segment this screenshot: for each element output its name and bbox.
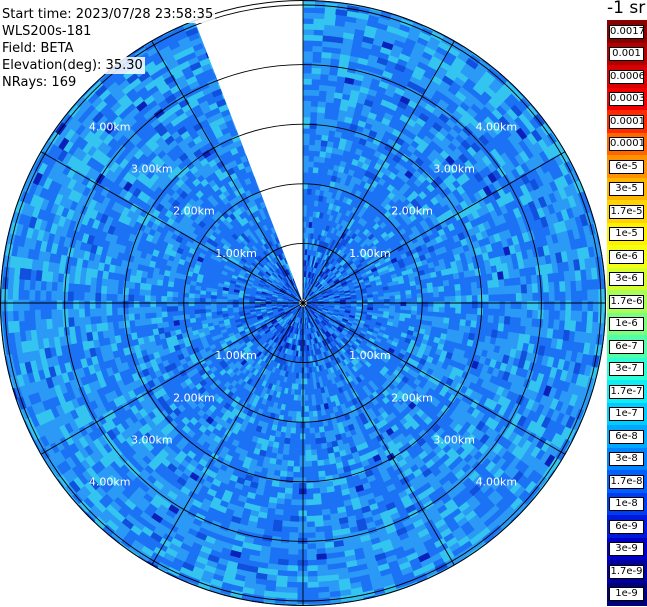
range-label: 3.00km: [433, 433, 475, 446]
colorbar-tick-label: 0.0017: [609, 24, 644, 39]
range-label: 5.00km: [47, 518, 89, 531]
colorbar-tick-label: 3e-8: [609, 452, 644, 466]
scan-info-panel: Start time: 2023/07/28 23:58:35 WLS200s-…: [0, 6, 216, 91]
range-labels: 1.00km 1.00km 1.00km 1.00km 2.00km 2.00km 2.00…: [47, 78, 560, 530]
range-label: 5.00km: [518, 518, 560, 531]
colorbar-tick-label: 3e-5: [609, 182, 644, 196]
colorbar-tick-label: 0.00017: [609, 114, 644, 129]
colorbar: 0.0017 0.001 0.0006 0.0003 0.00017 0.0001 6e-5…: [607, 20, 647, 607]
nrays-text: NRays: 169: [0, 74, 79, 91]
range-label: 4.00km: [476, 120, 518, 133]
field-text: Field: BETA: [0, 40, 76, 57]
range-label: 1.00km: [215, 349, 257, 362]
range-label: 5.00km: [518, 78, 560, 91]
colorbar-tick-label: 3e-7: [609, 362, 644, 376]
range-label: 1.00km: [349, 247, 391, 260]
range-label: 2.00km: [391, 391, 433, 404]
range-label: 3.00km: [131, 163, 173, 176]
colorbar-tick-label: 3e-9: [609, 542, 644, 556]
range-azimuth-grid: [0, 0, 606, 606]
range-label: 2.00km: [173, 205, 215, 218]
colorbar-tick-label: 3e-6: [609, 272, 644, 286]
radar-origin-marker: [298, 298, 308, 308]
range-label: 4.00km: [89, 120, 131, 133]
colorbar-tick-label: 0.001: [609, 47, 644, 61]
instrument-text: WLS200s-181: [0, 23, 94, 40]
start-time-text: Start time: 2023/07/28 23:58:35: [0, 6, 216, 23]
colorbar-tick-label: 6e-8: [609, 429, 644, 444]
colorbar-tick-label: 0.0006: [609, 69, 644, 84]
range-label: 3.00km: [433, 163, 475, 176]
colorbar-tick-label: 1.7e-7: [609, 384, 644, 399]
colorbar-tick-label: 6e-5: [609, 159, 644, 174]
colorbar-tick-label: 1e-9: [609, 587, 644, 601]
colorbar-tick-label: 6e-9: [609, 519, 644, 534]
colorbar-tick-label: 1.7e-5: [609, 204, 644, 219]
ppi-scan-plot: 1.00km 1.00km 1.00km 1.00km 2.00km 2.00km 2.00…: [0, 0, 607, 606]
range-label: 4.00km: [476, 476, 518, 489]
colorbar-tick-label: 1e-6: [609, 317, 644, 331]
colorbar-tick-label: 1e-8: [609, 497, 644, 511]
colorbar-tick-label: 0.0003: [609, 92, 644, 106]
colorbar-tick-label: 1e-7: [609, 407, 644, 421]
colorbar-tick-label: 6e-7: [609, 339, 644, 354]
colorbar-tick-label: 1.7e-9: [609, 564, 644, 579]
elevation-text: Elevation(deg): 35.30: [0, 57, 145, 74]
colorbar-tick-label: 1.7e-6: [609, 294, 644, 309]
range-label: 4.00km: [89, 476, 131, 489]
colorbar-tick-label: 0.0001: [609, 137, 644, 151]
colorbar-unit: -1 sr: [607, 0, 646, 18]
colorbar-tick-label: 1.7e-8: [609, 474, 644, 489]
no-data-sector: [192, 0, 303, 303]
range-label: 3.00km: [131, 433, 173, 446]
range-label: 1.00km: [349, 349, 391, 362]
colorbar-tick-label: 6e-6: [609, 249, 644, 264]
range-label: 1.00km: [215, 247, 257, 260]
colorbar-tick-label: 1e-5: [609, 227, 644, 241]
range-label: 2.00km: [173, 391, 215, 404]
range-label: 2.00km: [391, 205, 433, 218]
